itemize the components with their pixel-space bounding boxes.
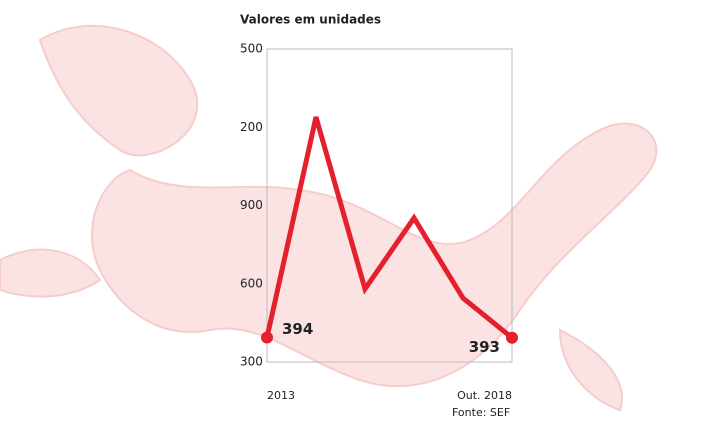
chart-subtitle: Valores em unidades — [240, 13, 381, 27]
value-label: 394 — [282, 320, 313, 338]
value-label: 393 — [469, 338, 500, 356]
dragon-background — [0, 25, 658, 412]
y-tick-label: 600 — [240, 276, 263, 290]
y-tick-label: 500 — [240, 42, 263, 56]
end-point — [261, 331, 273, 344]
end-point — [506, 331, 518, 344]
y-tick-label: 300 — [240, 355, 263, 369]
x-tick-label: 2013 — [267, 389, 295, 402]
y-tick-label: 900 — [240, 198, 263, 212]
source: Fonte: SEF — [452, 406, 510, 419]
x-tick-label: Out. 2018 — [457, 389, 512, 402]
line — [264, 116, 514, 340]
y-tick-label: 200 — [240, 120, 263, 134]
plot-frame — [266, 48, 513, 363]
